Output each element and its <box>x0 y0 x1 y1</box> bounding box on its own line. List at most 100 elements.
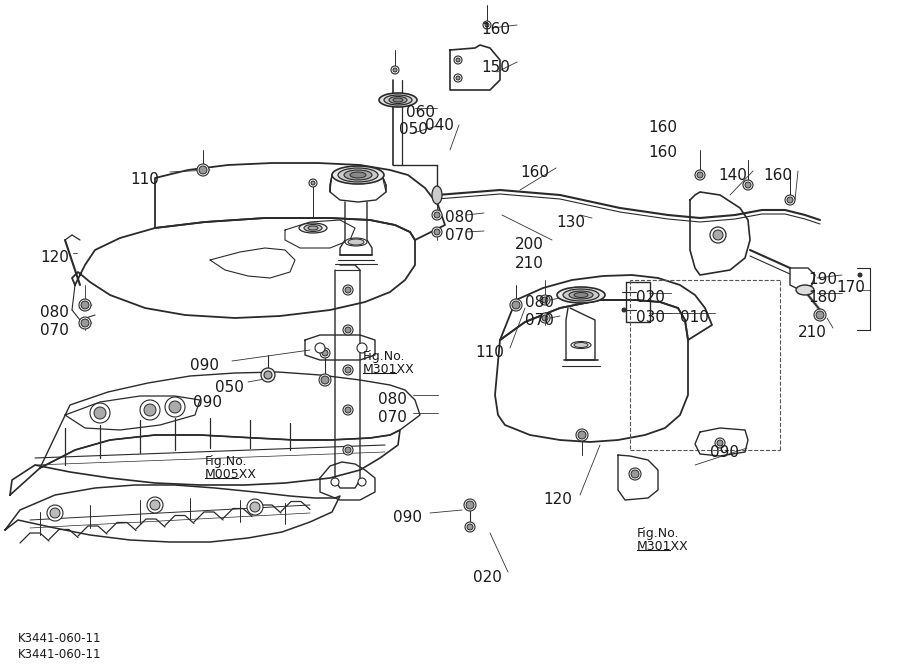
Text: 160: 160 <box>648 120 677 135</box>
Text: 140: 140 <box>718 168 747 183</box>
Circle shape <box>710 227 726 243</box>
Circle shape <box>140 400 160 420</box>
Text: 160: 160 <box>763 168 792 183</box>
Circle shape <box>858 273 862 277</box>
Text: Fig.No.: Fig.No. <box>637 527 679 540</box>
Circle shape <box>434 212 440 218</box>
Circle shape <box>309 179 317 187</box>
Ellipse shape <box>557 287 605 303</box>
Circle shape <box>695 170 705 180</box>
Ellipse shape <box>569 291 593 299</box>
Ellipse shape <box>308 226 318 230</box>
Text: 090: 090 <box>193 395 222 410</box>
Circle shape <box>717 440 723 446</box>
Circle shape <box>169 401 181 413</box>
Text: 040: 040 <box>425 118 454 133</box>
Text: 080: 080 <box>40 305 69 320</box>
Circle shape <box>197 164 209 176</box>
Circle shape <box>321 376 329 384</box>
Circle shape <box>247 499 263 515</box>
Circle shape <box>743 180 753 190</box>
Text: 080: 080 <box>445 210 474 225</box>
Text: K3441-060-11: K3441-060-11 <box>18 632 101 645</box>
Circle shape <box>261 368 275 382</box>
Circle shape <box>393 68 397 72</box>
Text: 110: 110 <box>475 345 504 360</box>
Ellipse shape <box>796 285 814 295</box>
Text: K3441-060-11: K3441-060-11 <box>18 648 101 661</box>
Circle shape <box>485 23 489 27</box>
Text: 130: 130 <box>556 215 585 230</box>
Circle shape <box>331 478 339 486</box>
Circle shape <box>576 429 588 441</box>
Circle shape <box>343 405 353 415</box>
Ellipse shape <box>304 225 322 231</box>
Circle shape <box>264 371 272 379</box>
Circle shape <box>787 197 793 203</box>
Circle shape <box>81 319 89 327</box>
Text: 020: 020 <box>473 570 502 585</box>
Circle shape <box>454 56 462 64</box>
Circle shape <box>250 502 260 512</box>
Ellipse shape <box>379 93 417 107</box>
Circle shape <box>483 21 491 29</box>
Circle shape <box>713 230 723 240</box>
Circle shape <box>358 478 366 486</box>
Circle shape <box>540 295 550 305</box>
Circle shape <box>464 499 476 511</box>
Circle shape <box>697 172 703 178</box>
Text: 160: 160 <box>520 165 549 180</box>
Circle shape <box>622 308 626 312</box>
Circle shape <box>456 58 460 62</box>
Circle shape <box>90 403 110 423</box>
Ellipse shape <box>345 238 367 246</box>
Circle shape <box>150 500 160 510</box>
Ellipse shape <box>432 186 442 204</box>
Circle shape <box>785 195 795 205</box>
Ellipse shape <box>350 172 366 178</box>
Text: 210: 210 <box>798 325 827 340</box>
Text: 060: 060 <box>406 105 435 120</box>
Text: 160: 160 <box>481 22 510 37</box>
Circle shape <box>542 297 548 303</box>
Circle shape <box>94 407 106 419</box>
Circle shape <box>343 365 353 375</box>
Text: 090: 090 <box>393 510 422 525</box>
Ellipse shape <box>393 98 403 102</box>
Circle shape <box>467 524 473 530</box>
Circle shape <box>343 285 353 295</box>
Ellipse shape <box>384 95 412 105</box>
Text: M301XX: M301XX <box>363 363 414 376</box>
Circle shape <box>345 407 351 413</box>
Circle shape <box>578 431 586 439</box>
Circle shape <box>466 501 474 509</box>
Circle shape <box>79 299 91 311</box>
Text: 070: 070 <box>40 323 69 338</box>
Text: Fig.No.: Fig.No. <box>363 350 405 363</box>
Circle shape <box>629 468 641 480</box>
Circle shape <box>454 74 462 82</box>
Text: 150: 150 <box>481 60 510 75</box>
Circle shape <box>81 301 89 309</box>
Circle shape <box>745 182 751 188</box>
Circle shape <box>315 343 325 353</box>
Circle shape <box>432 210 442 220</box>
Text: 080: 080 <box>378 392 407 407</box>
Text: 160: 160 <box>648 145 677 160</box>
Ellipse shape <box>332 166 384 184</box>
Circle shape <box>311 181 315 185</box>
Circle shape <box>199 166 207 174</box>
Circle shape <box>456 76 460 80</box>
Ellipse shape <box>389 97 407 103</box>
Circle shape <box>343 325 353 335</box>
Text: 200: 200 <box>515 237 544 252</box>
Text: M301XX: M301XX <box>637 540 688 553</box>
Text: Fig.No.: Fig.No. <box>205 455 247 468</box>
Circle shape <box>79 317 91 329</box>
Circle shape <box>50 508 60 518</box>
Circle shape <box>512 301 520 309</box>
Text: 010: 010 <box>680 310 709 325</box>
Text: 070: 070 <box>445 228 474 243</box>
Ellipse shape <box>338 168 378 182</box>
Circle shape <box>345 367 351 373</box>
